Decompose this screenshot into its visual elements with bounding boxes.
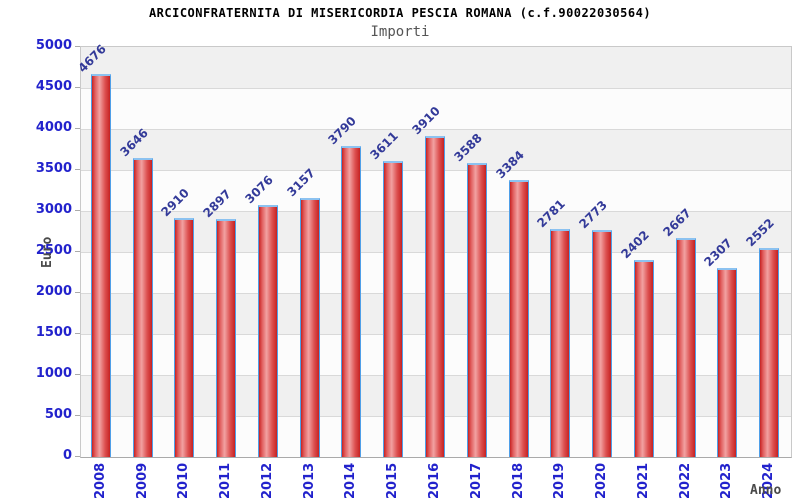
- y-tick-label: 3000: [35, 202, 72, 217]
- bar-value-label: 3076: [242, 172, 276, 207]
- bar: [509, 180, 529, 457]
- x-tick-label: 2023: [719, 462, 734, 499]
- bar-value-label: 2781: [534, 196, 568, 231]
- bar-value-label: 3588: [451, 130, 485, 165]
- bar-value-label: 3910: [409, 103, 443, 138]
- bar-value-label: 2773: [576, 197, 610, 232]
- x-tick-label: 2010: [176, 462, 191, 499]
- x-tick-label: 2017: [469, 462, 484, 499]
- bar: [634, 260, 654, 457]
- x-tick-label: 2014: [343, 462, 358, 499]
- y-tick-mark: [75, 292, 80, 293]
- bar-value-label: 3384: [493, 147, 527, 182]
- gridline: [81, 129, 791, 130]
- x-tick-label: 2009: [135, 462, 150, 499]
- bar: [133, 158, 153, 457]
- y-tick-mark: [75, 46, 80, 47]
- x-tick-label: 2020: [594, 462, 609, 499]
- y-axis-label: Euro: [40, 236, 55, 268]
- y-tick-mark: [75, 251, 80, 252]
- y-tick-label: 1500: [35, 325, 72, 340]
- plot-area: 4676 3646 2910 2897 3076 3157 3790 3611 3910 3588…: [75, 42, 792, 458]
- y-tick-mark: [75, 87, 80, 88]
- y-tick-mark: [75, 415, 80, 416]
- y-tick-mark: [75, 210, 80, 211]
- bar-value-label: 2897: [200, 186, 234, 221]
- y-tick-label: 2500: [35, 243, 72, 258]
- x-tick-label: 2022: [678, 462, 693, 499]
- x-tick-label: 2016: [427, 462, 442, 499]
- bar-value-label: 2402: [618, 227, 652, 262]
- bar-value-label: 3646: [117, 125, 151, 160]
- x-tick-label: 2019: [552, 462, 567, 499]
- bar-value-label: 3611: [367, 128, 401, 163]
- bar-value-label: 2910: [158, 185, 192, 220]
- x-axis-label: Anno: [750, 483, 782, 498]
- bar: [467, 163, 487, 457]
- bar-value-label: 3790: [325, 113, 359, 148]
- bar: [300, 198, 320, 457]
- bar: [341, 146, 361, 457]
- bar: [174, 218, 194, 457]
- bar: [91, 74, 111, 457]
- y-tick-label: 4000: [35, 120, 72, 135]
- y-tick-mark: [75, 374, 80, 375]
- bar-value-label: 2552: [743, 215, 777, 250]
- y-tick-label: 500: [44, 407, 72, 422]
- y-tick-label: 1000: [35, 366, 72, 381]
- y-tick-label: 3500: [35, 161, 72, 176]
- x-tick-label: 2021: [636, 462, 651, 499]
- bar: [383, 161, 403, 457]
- bar: [676, 238, 696, 457]
- y-tick-label: 0: [62, 448, 72, 463]
- y-tick-label: 4500: [35, 79, 72, 94]
- bar: [592, 230, 612, 457]
- y-tick-mark: [75, 456, 80, 457]
- bar: [216, 219, 236, 457]
- y-tick-mark: [75, 333, 80, 334]
- bar: [258, 205, 278, 457]
- chart-title: ARCICONFRATERNITA DI MISERICORDIA PESCIA…: [148, 6, 652, 20]
- y-tick-label: 5000: [35, 38, 72, 53]
- x-tick-label: 2012: [260, 462, 275, 499]
- x-tick-label: 2011: [218, 462, 233, 499]
- bar: [717, 268, 737, 457]
- x-tick-label: 2008: [93, 462, 108, 499]
- x-tick-label: 2013: [302, 462, 317, 499]
- y-tick-label: 2000: [35, 284, 72, 299]
- x-tick-label: 2015: [385, 462, 400, 499]
- y-tick-mark: [75, 128, 80, 129]
- chart-subtitle: Importi: [370, 24, 430, 40]
- bar: [759, 248, 779, 457]
- bar: [550, 229, 570, 457]
- bar-value-label: 4676: [75, 41, 109, 76]
- bar: [425, 136, 445, 457]
- x-tick-label: 2018: [511, 462, 526, 499]
- y-tick-mark: [75, 169, 80, 170]
- gridline: [81, 88, 791, 89]
